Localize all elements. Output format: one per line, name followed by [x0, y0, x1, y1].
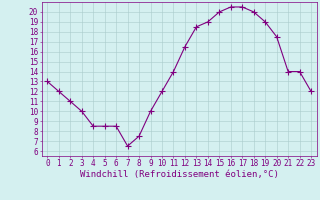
X-axis label: Windchill (Refroidissement éolien,°C): Windchill (Refroidissement éolien,°C)	[80, 170, 279, 179]
